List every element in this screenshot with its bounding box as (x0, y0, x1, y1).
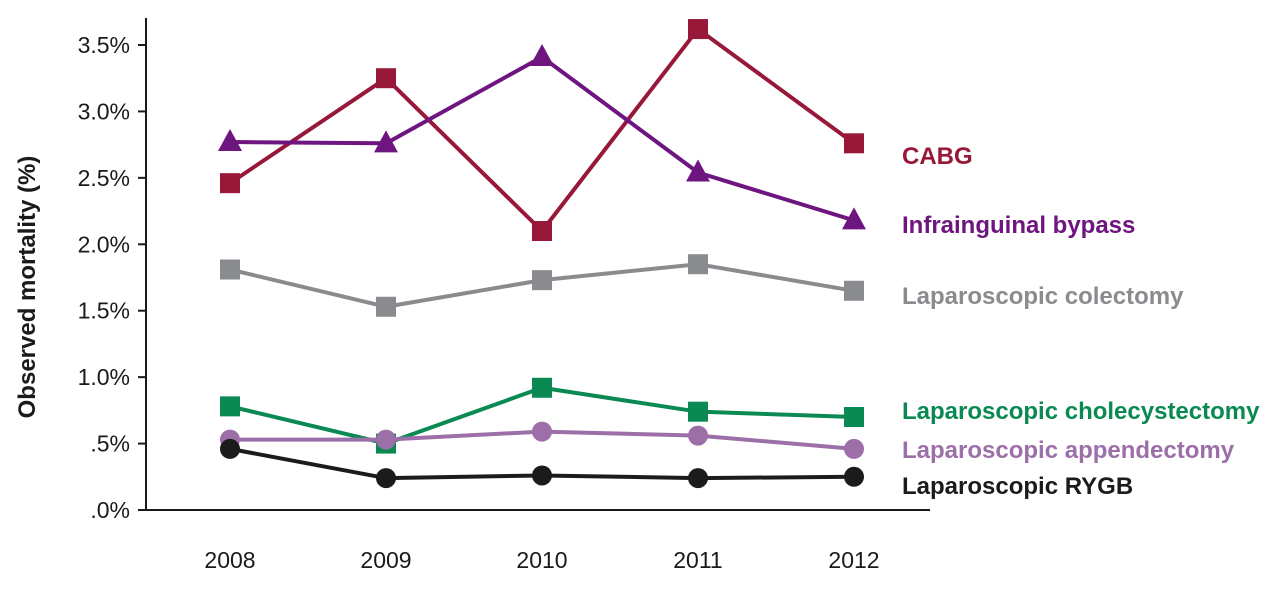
series-laparoscopic-appendectomy (220, 421, 864, 459)
series-laparoscopic-rygb (220, 438, 864, 489)
y-tick-label: 1.5% (78, 298, 130, 324)
data-point-circle (220, 438, 240, 459)
data-point-circle (376, 429, 396, 450)
data-point-square (844, 407, 864, 427)
data-point-square (532, 270, 552, 291)
data-point-square (376, 68, 396, 89)
series-cabg (220, 19, 864, 241)
axes: .0% .5% 1.0% 1.5% 2.0% 2.5% 3.0% 3.5% 2008 2009 20… (78, 18, 930, 573)
series-label: CABG (902, 143, 973, 170)
series-label: Infrainguinal bypass (902, 212, 1135, 239)
y-tick-label: 3.5% (78, 32, 130, 58)
y-tick-label: 2.0% (78, 231, 130, 257)
data-point-circle (376, 468, 396, 489)
y-tick-label: .0% (90, 497, 130, 523)
data-point-circle (844, 438, 864, 459)
data-point-triangle (218, 128, 242, 151)
data-point-square (688, 19, 708, 40)
series-label: Laparoscopic colectomy (902, 283, 1184, 310)
series-label: Laparoscopic appendectomy (902, 437, 1235, 464)
series-labels: CABG Infrainguinal bypass Laparoscopic col… (902, 143, 1260, 500)
data-point-square (844, 280, 864, 301)
data-point-triangle (686, 159, 710, 182)
data-point-square (532, 221, 552, 241)
data-point-square (220, 259, 240, 280)
data-point-square (376, 296, 396, 317)
data-point-circle (688, 468, 708, 489)
data-point-triangle (374, 130, 398, 153)
x-tick-label: 2010 (516, 547, 567, 573)
series-label: Laparoscopic cholecystectomy (902, 398, 1260, 425)
y-tick-label: 2.5% (78, 165, 130, 191)
series-layer (218, 19, 866, 489)
data-point-square (220, 396, 240, 417)
x-tick-label: 2012 (828, 547, 879, 573)
series-line (229, 54, 855, 223)
data-point-square (532, 377, 552, 398)
x-tick-label: 2008 (204, 547, 255, 573)
series-laparoscopic-cholecystectomy (220, 377, 864, 454)
series-infrainguinal-bypass (218, 43, 866, 230)
data-point-triangle (842, 207, 866, 230)
y-tick-label: .5% (90, 431, 130, 457)
series-laparoscopic-colectomy (220, 254, 864, 317)
x-tick-label: 2009 (360, 547, 411, 573)
data-point-circle (688, 425, 708, 446)
data-point-square (688, 254, 708, 275)
x-tick-label: 2011 (673, 547, 722, 573)
data-point-square (220, 173, 240, 194)
data-point-circle (532, 421, 552, 442)
y-tick-label: 3.0% (78, 98, 130, 124)
y-axis-title: Observed mortality (%) (14, 156, 41, 419)
data-point-square (688, 401, 708, 422)
data-point-triangle (530, 43, 554, 66)
y-tick-label: 1.0% (78, 364, 130, 390)
data-point-square (844, 133, 864, 154)
data-point-circle (844, 466, 864, 487)
series-label: Laparoscopic RYGB (902, 473, 1133, 500)
data-point-circle (532, 465, 552, 486)
